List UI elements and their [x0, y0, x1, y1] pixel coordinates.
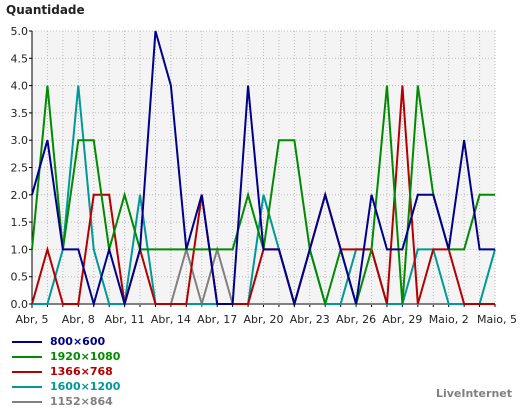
- watermark: LiveInternet: [435, 387, 512, 400]
- y-tick-label: 4.5: [11, 52, 29, 65]
- legend-label: 1600×1200: [50, 380, 121, 393]
- legend-swatch: [12, 341, 42, 343]
- legend-label: 1152×864: [50, 395, 113, 408]
- x-tick-label: Maio, 5: [477, 313, 517, 326]
- legend-swatch: [12, 386, 42, 388]
- x-tick-label: Maio, 2: [429, 313, 469, 326]
- x-tick-label: Abr, 8: [62, 313, 95, 326]
- series-line-800×600: [31, 30, 495, 308]
- x-tick-label: Abr, 20: [243, 313, 283, 326]
- y-tick-label: 2.0: [11, 189, 29, 202]
- y-tick-label: 0.5: [11, 271, 29, 284]
- y-tick-label: 1.5: [11, 216, 29, 229]
- legend-swatch: [12, 356, 42, 358]
- legend-swatch: [12, 371, 42, 373]
- legend-label: 800×600: [50, 335, 106, 348]
- x-tick-label: Abr, 17: [197, 313, 237, 326]
- y-tick-label: 4.0: [11, 80, 29, 93]
- series-line-1600×1200: [32, 85, 496, 308]
- y-tick-label: 0.0: [11, 298, 29, 311]
- y-tick-label: 2.5: [11, 162, 29, 175]
- x-tick-label: Abr, 11: [105, 313, 145, 326]
- x-tick-label: Abr, 5: [15, 313, 48, 326]
- legend-swatch: [12, 401, 42, 403]
- x-tick-label: Abr, 26: [336, 313, 376, 326]
- y-tick-label: 5.0: [11, 25, 29, 38]
- x-tick-label: Abr, 29: [382, 313, 422, 326]
- y-tick-label: 1.0: [11, 243, 29, 256]
- x-tick-label: Abr, 14: [151, 313, 191, 326]
- y-tick-label: 3.5: [11, 107, 29, 120]
- y-tick-label: 3.0: [11, 134, 29, 147]
- legend-label: 1366×768: [50, 365, 113, 378]
- x-tick-label: Abr, 23: [290, 313, 330, 326]
- legend-label: 1920×1080: [50, 350, 121, 363]
- chart-title: Quantidade: [6, 3, 85, 17]
